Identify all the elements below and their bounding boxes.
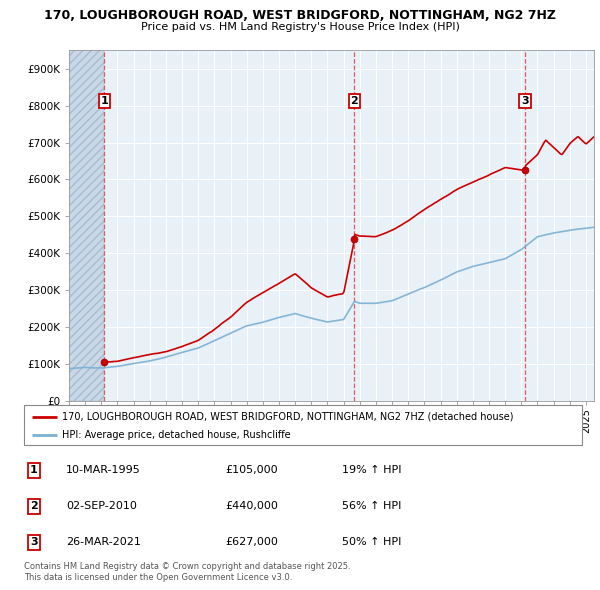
Text: £105,000: £105,000: [225, 466, 278, 475]
Text: 170, LOUGHBOROUGH ROAD, WEST BRIDGFORD, NOTTINGHAM, NG2 7HZ (detached house): 170, LOUGHBOROUGH ROAD, WEST BRIDGFORD, …: [62, 412, 514, 422]
Text: 19% ↑ HPI: 19% ↑ HPI: [342, 466, 401, 475]
Text: 2: 2: [350, 96, 358, 106]
Text: 50% ↑ HPI: 50% ↑ HPI: [342, 537, 401, 548]
Text: Contains HM Land Registry data © Crown copyright and database right 2025.: Contains HM Land Registry data © Crown c…: [24, 562, 350, 571]
Text: 170, LOUGHBOROUGH ROAD, WEST BRIDGFORD, NOTTINGHAM, NG2 7HZ: 170, LOUGHBOROUGH ROAD, WEST BRIDGFORD, …: [44, 9, 556, 22]
Text: 3: 3: [521, 96, 529, 106]
Text: This data is licensed under the Open Government Licence v3.0.: This data is licensed under the Open Gov…: [24, 573, 292, 582]
Text: 56% ↑ HPI: 56% ↑ HPI: [342, 502, 401, 512]
Text: 1: 1: [101, 96, 108, 106]
Text: 2: 2: [30, 502, 38, 512]
Text: 10-MAR-1995: 10-MAR-1995: [66, 466, 140, 475]
Text: 02-SEP-2010: 02-SEP-2010: [66, 502, 137, 512]
Text: 1: 1: [30, 466, 38, 475]
Text: £627,000: £627,000: [225, 537, 278, 548]
Text: £440,000: £440,000: [225, 502, 278, 512]
Text: 26-MAR-2021: 26-MAR-2021: [66, 537, 141, 548]
Text: 3: 3: [30, 537, 38, 548]
Bar: [69, 50, 104, 401]
Text: Price paid vs. HM Land Registry's House Price Index (HPI): Price paid vs. HM Land Registry's House …: [140, 22, 460, 32]
Text: HPI: Average price, detached house, Rushcliffe: HPI: Average price, detached house, Rush…: [62, 431, 290, 440]
